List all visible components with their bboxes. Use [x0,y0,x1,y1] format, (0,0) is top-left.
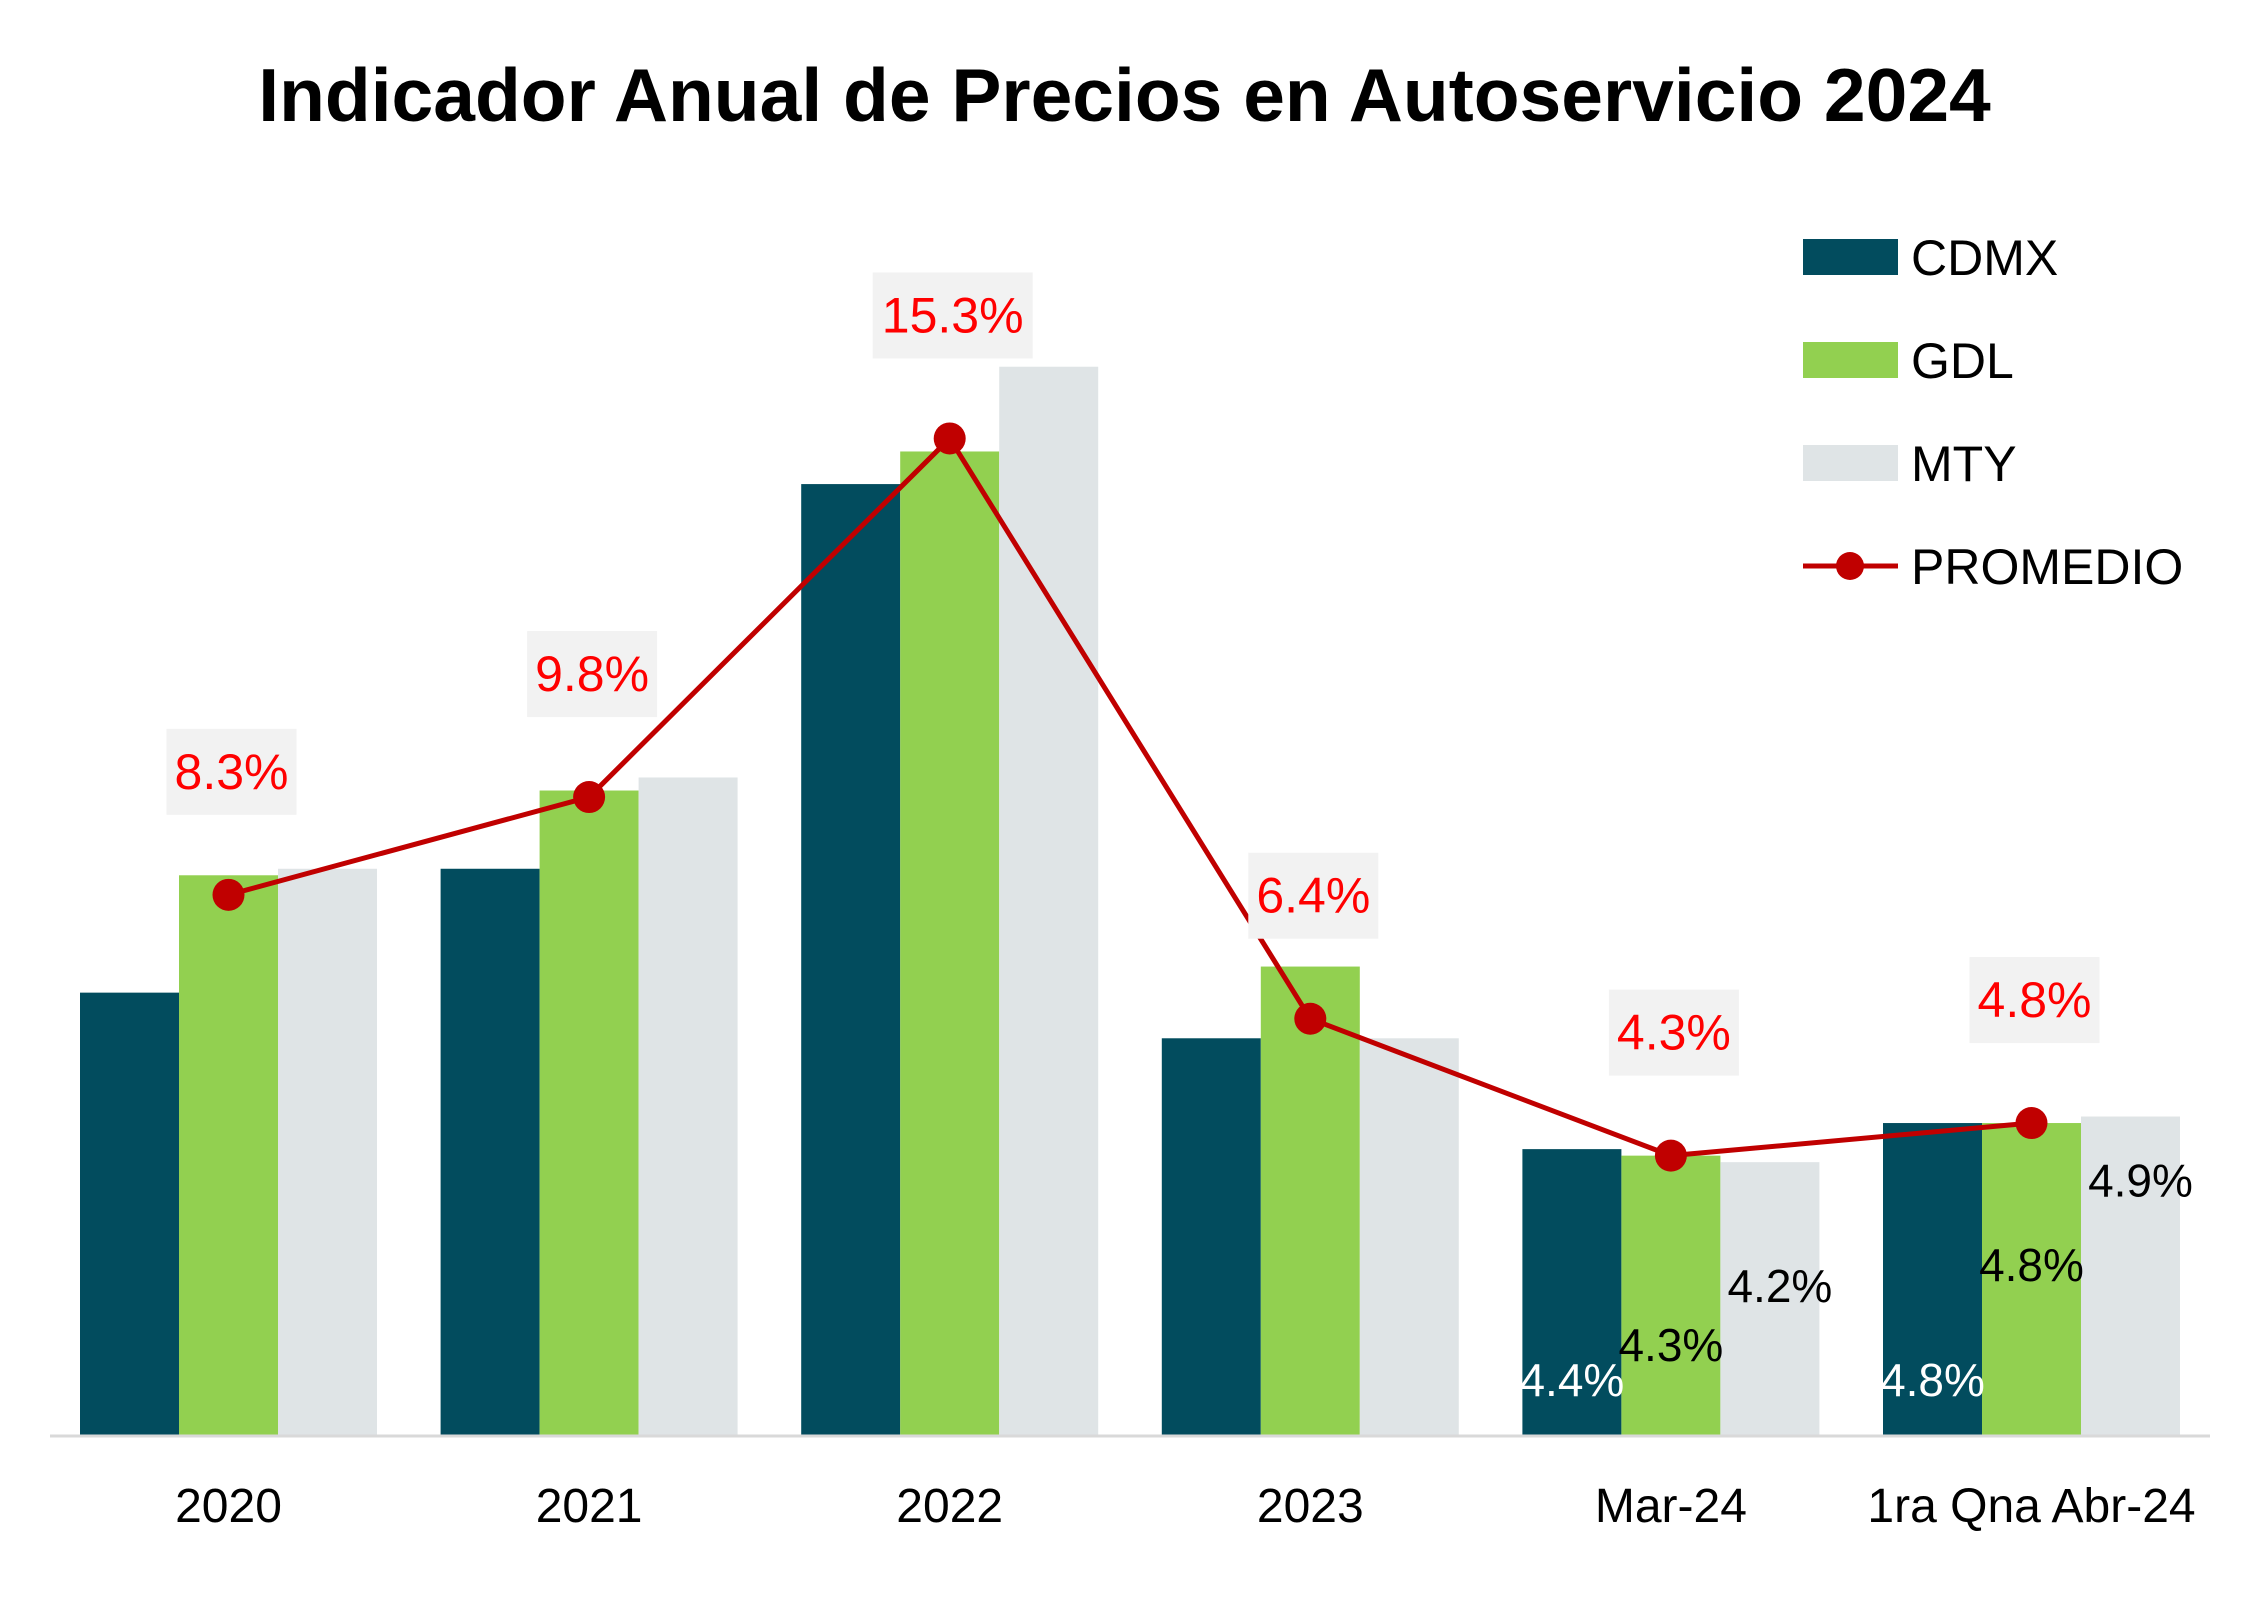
legend-swatch-mty [1803,445,1898,481]
bar-cdmx-1ra-qna-abr-24 [1883,1123,1982,1436]
x-tick-label-2023: 2023 [1257,1480,1364,1533]
bar-mty-1ra-qna-abr-24 [2081,1116,2180,1436]
point-label-box-2022 [872,272,1033,359]
point-label-box-1ra-qna-abr-24 [1969,957,2100,1044]
bar-cdmx-2020 [80,992,179,1436]
legend-label-promedio: PROMEDIO [1911,539,2183,595]
bar-label-mty-1ra-qna-abr-24: 4.9% [2088,1155,2193,1207]
legend-label-mty: MTY [1911,436,2017,492]
bar-gdl-2021 [539,790,639,1436]
point-label-box-2020 [166,728,297,815]
point-promedio-2020 [212,878,245,911]
avg-labels-layer: 8.3% 9.8% 15.3% 6.4% 4.3% 4.8% [166,272,2100,1076]
point-label-promedio-2022: 15.3% [882,287,1024,343]
point-promedio-2022 [933,422,966,455]
legend-label-gdl: GDL [1911,333,2014,389]
bar-mty-mar-24 [1720,1162,1820,1436]
line-promedio [227,435,2032,1159]
bar-gdl-2022 [900,451,1000,1437]
point-promedio-2021 [573,781,606,814]
bar-mty-2022 [999,366,1099,1437]
bar-gdl-2023 [1260,966,1360,1436]
legend-swatch-cdmx [1803,239,1898,275]
bar-labels-layer: 4.4%4.3%4.2%4.8%4.8%4.9% [1519,1155,2192,1406]
chart-title: Indicador Anual de Precios en Autoservic… [258,53,1991,137]
line-layer [212,422,2048,1172]
point-promedio-mar-24 [1654,1139,1687,1172]
bar-cdmx-2022 [801,484,901,1437]
bar-gdl-mar-24 [1621,1155,1721,1436]
point-promedio-1ra-qna-abr-24 [2015,1107,2048,1140]
bar-cdmx-mar-24 [1522,1149,1622,1436]
bar-label-mty-mar-24: 4.2% [1727,1260,1832,1312]
point-label-box-mar-24 [1608,989,1739,1076]
point-promedio-2023 [1294,1002,1327,1035]
bar-cdmx-2021 [440,868,540,1436]
point-label-box-2023 [1248,852,1379,939]
x-tick-label-2020: 2020 [175,1480,282,1533]
point-label-promedio-2023: 6.4% [1256,868,1370,924]
x-tick-label-mar-24: Mar-24 [1595,1480,1747,1533]
bar-cdmx-2023 [1161,1038,1261,1436]
bar-label-cdmx-mar-24: 4.4% [1519,1354,1624,1406]
bar-mty-2023 [1359,1038,1459,1436]
bar-gdl-1ra-qna-abr-24 [1982,1123,2081,1436]
x-axis-ticks: 2020 2021 2022 2023 Mar-24 1ra Qna Abr-24 [175,1480,2195,1533]
point-label-promedio-2020: 8.3% [175,744,289,800]
x-tick-label-2022: 2022 [896,1480,1003,1533]
bars-layer [80,366,2180,1437]
bar-label-cdmx-1ra-qna-abr-24: 4.8% [1880,1354,1985,1406]
legend-marker-promedio [1836,552,1864,580]
legend-label-cdmx: CDMX [1911,230,2058,286]
x-tick-label-2021: 2021 [536,1480,643,1533]
bar-mty-2021 [638,777,738,1436]
bar-label-gdl-1ra-qna-abr-24: 4.8% [1979,1239,2084,1291]
legend-swatch-gdl [1803,342,1898,378]
point-label-promedio-mar-24: 4.3% [1617,1005,1731,1061]
point-label-promedio-1ra-qna-abr-24: 4.8% [1978,972,2092,1028]
bar-gdl-2020 [179,875,278,1436]
legend: CDMX GDL MTY PROMEDIO [1803,230,2183,595]
bar-mty-2020 [278,868,377,1436]
bar-label-gdl-mar-24: 4.3% [1618,1319,1723,1371]
x-tick-label-1ra-qna-abr-24: 1ra Qna Abr-24 [1867,1480,2195,1533]
point-label-promedio-2021: 9.8% [535,646,649,702]
point-label-box-2021 [527,631,658,718]
